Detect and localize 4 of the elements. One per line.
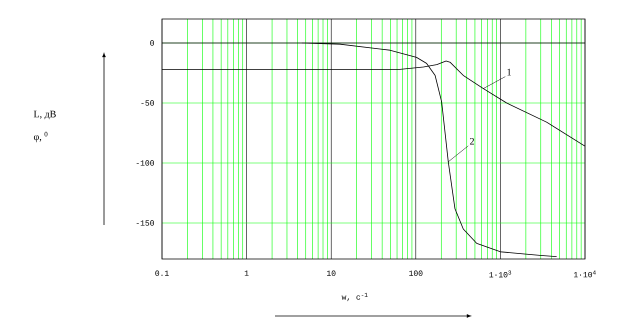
text: φ, $^{0}$ — [34, 132, 48, 142]
text: 2 — [470, 138, 474, 145]
text: 1 — [507, 68, 511, 76]
text: L, дВ — [34, 110, 56, 120]
